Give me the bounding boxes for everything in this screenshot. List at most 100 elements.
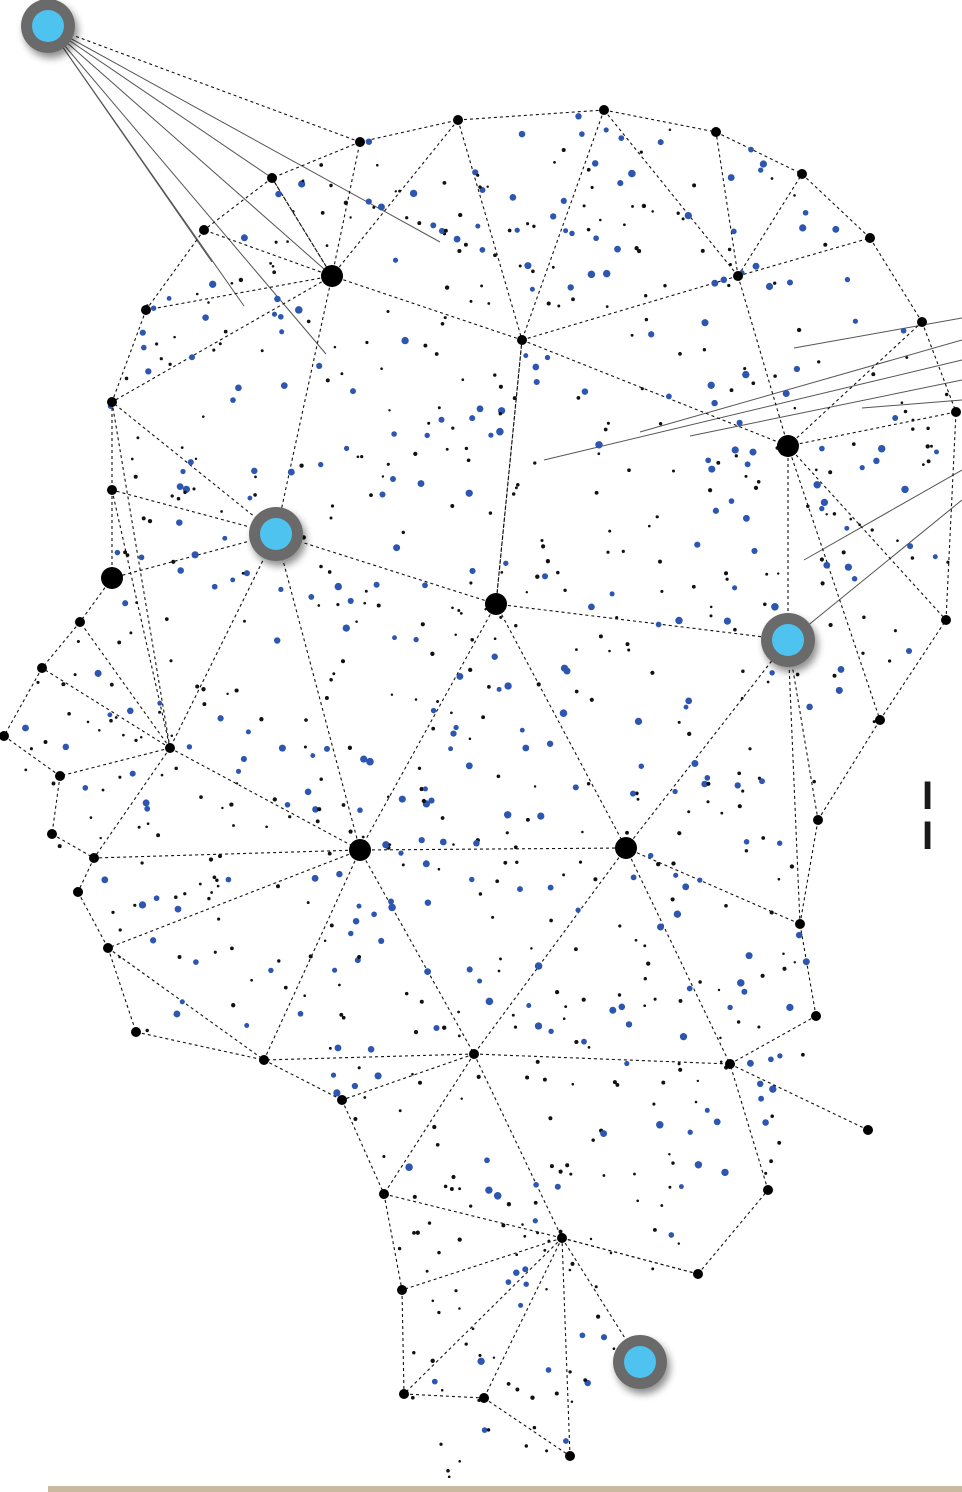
dark-dot xyxy=(723,571,729,576)
blue-dot xyxy=(522,1266,529,1273)
dark-dot xyxy=(487,685,491,689)
dark-dot xyxy=(733,627,737,632)
network-edge xyxy=(359,119,459,143)
dark-dot xyxy=(605,305,609,308)
blue-dot xyxy=(496,686,502,692)
blue-dot xyxy=(465,762,473,770)
blue-dot xyxy=(759,160,768,168)
dark-dot xyxy=(253,493,257,497)
dark-dot xyxy=(777,877,781,881)
dark-dot xyxy=(575,648,578,651)
dark-dot xyxy=(782,966,787,971)
dark-dot xyxy=(274,240,278,244)
dark-dot xyxy=(445,447,449,451)
network-edge xyxy=(495,603,789,641)
blue-dot xyxy=(618,135,625,141)
dark-dot xyxy=(643,977,647,981)
blue-dot xyxy=(907,543,914,550)
blue-dot xyxy=(813,481,821,489)
dark-dot xyxy=(118,775,122,779)
dark-dot xyxy=(444,285,450,290)
blue-dot xyxy=(932,554,938,560)
dark-dot xyxy=(372,205,376,209)
network-edge xyxy=(359,849,475,1055)
dark-dot xyxy=(156,833,161,838)
dark-dot xyxy=(887,659,892,663)
blue-dot xyxy=(496,427,504,436)
dark-dot xyxy=(587,1046,591,1049)
blue-dot xyxy=(786,1003,794,1012)
blue-dot xyxy=(129,770,136,777)
network-edge xyxy=(77,891,109,949)
dark-dot xyxy=(466,458,471,463)
dark-dot xyxy=(598,218,602,222)
blue-dot xyxy=(342,624,350,632)
dark-dot xyxy=(543,1248,547,1252)
blue-dot xyxy=(391,431,397,437)
dark-dot xyxy=(412,1194,417,1199)
dark-dot xyxy=(288,815,292,819)
dark-dot xyxy=(207,896,211,901)
dark-dot xyxy=(243,619,246,623)
dark-dot xyxy=(518,264,522,268)
blue-dot xyxy=(274,295,281,303)
dark-dot xyxy=(380,367,383,370)
dark-dot xyxy=(562,873,566,877)
blue-dot xyxy=(350,388,356,395)
blue-dot xyxy=(277,313,284,320)
dark-dot xyxy=(769,1159,773,1164)
dark-dot xyxy=(431,1299,435,1303)
dark-dot xyxy=(911,418,915,422)
dark-dot xyxy=(440,816,445,820)
blue-dot xyxy=(273,637,281,644)
blue-dot xyxy=(587,603,595,611)
dark-dot xyxy=(506,1202,512,1207)
dark-dot xyxy=(612,1347,616,1351)
blue-dot xyxy=(176,519,183,526)
blue-dot xyxy=(179,999,185,1005)
blue-dot xyxy=(465,489,473,497)
blue-dot xyxy=(630,874,637,881)
blue-dot xyxy=(541,573,549,580)
dark-dot xyxy=(421,798,427,804)
dark-dot xyxy=(569,1172,573,1176)
dark-dot xyxy=(328,1046,332,1050)
network-nodes xyxy=(0,105,961,1461)
dark-dot xyxy=(625,830,629,835)
blue-dot xyxy=(334,1044,342,1052)
blue-dot xyxy=(795,931,803,939)
dark-dot xyxy=(627,648,631,652)
dark-dot xyxy=(215,878,219,882)
blue-dot xyxy=(365,198,372,205)
blue-dot xyxy=(701,319,709,327)
dark-dot xyxy=(349,216,352,219)
blue-dot xyxy=(417,480,425,488)
dark-dot xyxy=(789,864,795,869)
dark-dot xyxy=(548,1116,553,1121)
small-node xyxy=(875,715,885,725)
dark-dot xyxy=(531,269,535,274)
blue-dot xyxy=(424,432,430,439)
small-node xyxy=(37,663,47,673)
blue-dot xyxy=(529,286,535,292)
dark-dot xyxy=(542,1077,547,1082)
glowing-node xyxy=(613,1335,667,1389)
dark-dot xyxy=(480,284,484,288)
dark-dot xyxy=(655,515,659,519)
large-node xyxy=(485,593,507,615)
dark-dot xyxy=(499,615,503,619)
dark-dot xyxy=(644,317,649,322)
network-edge xyxy=(169,533,277,749)
blue-dot xyxy=(284,802,291,808)
blue-dot xyxy=(657,139,664,146)
dark-dot xyxy=(134,738,138,743)
blue-dot xyxy=(749,448,757,456)
dark-dot xyxy=(871,372,876,377)
dark-dot xyxy=(168,362,172,366)
dark-dot xyxy=(660,1204,664,1207)
blue-dot xyxy=(723,617,732,625)
blue-dot xyxy=(687,1129,693,1135)
dark-dot xyxy=(851,442,856,446)
dark-dot xyxy=(51,781,56,786)
dark-dot xyxy=(724,903,728,908)
